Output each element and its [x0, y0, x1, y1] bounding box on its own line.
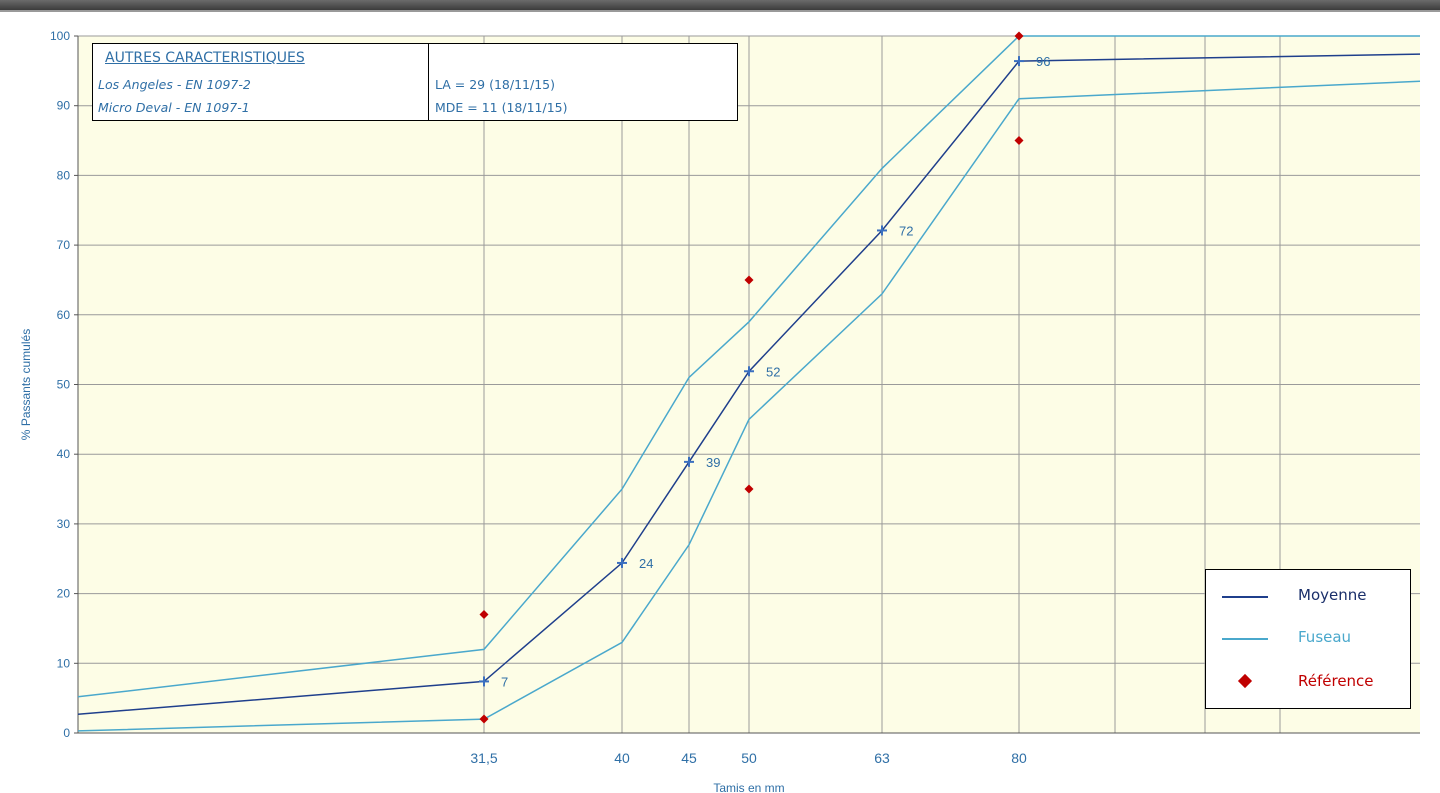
data-label: 39: [706, 455, 720, 470]
y-tick-label: 80: [57, 168, 71, 182]
y-axis-title: % Passants cumulés: [19, 329, 33, 440]
info-row-label: Micro Deval - EN 1097-1: [98, 100, 250, 115]
x-tick-label: 31,5: [470, 750, 497, 766]
y-tick-label: 20: [57, 587, 71, 601]
reference-point-marker: [744, 275, 754, 285]
reference-point-marker: [479, 714, 489, 724]
reference-point-marker: [744, 484, 754, 494]
y-tick-label: 50: [57, 378, 71, 392]
x-tick-label: 63: [874, 750, 890, 766]
legend-label: Fuseau: [1298, 628, 1352, 646]
reference-point-marker: [1014, 31, 1024, 41]
grading-curve-chart: 0 10 20 30 40 50 60 70 80 90 100 31,5 40 45 50 63 80 Tami…: [19, 29, 1421, 793]
series-fuseau-line: [77, 80, 1421, 732]
y-tick-label: 40: [57, 447, 71, 461]
legend-item-reference: Référence: [1222, 670, 1402, 694]
legend-label: Moyenne: [1298, 586, 1367, 604]
legend-line-swatch: [1222, 596, 1268, 598]
series-moyenne-line: [77, 53, 1421, 715]
y-tick-label: 60: [57, 308, 71, 322]
info-table-divider: [428, 44, 429, 120]
reference-point-marker: [1014, 136, 1024, 146]
info-row-value: MDE = 11 (18/11/15): [435, 100, 568, 115]
y-tick-label: 70: [57, 238, 71, 252]
x-tick-label: 40: [614, 750, 630, 766]
legend-item-moyenne: Moyenne: [1222, 584, 1402, 608]
info-table: AUTRES CARACTERISTIQUES Los Angeles - EN…: [92, 43, 738, 121]
x-tick-label: 80: [1011, 750, 1027, 766]
data-label: 52: [766, 364, 780, 379]
info-row-label: Los Angeles - EN 1097-2: [98, 77, 251, 92]
legend-diamond-swatch: [1237, 673, 1253, 689]
x-tick-label: 50: [741, 750, 757, 766]
series-fuseau-line: [77, 35, 1420, 698]
legend-label: Référence: [1298, 672, 1374, 690]
y-tick-label: 100: [50, 29, 70, 43]
top-border: [0, 0, 1440, 12]
data-label: 96: [1036, 54, 1050, 69]
y-tick-label: 10: [57, 656, 71, 670]
info-row-value: LA = 29 (18/11/15): [435, 77, 555, 92]
y-tick-label: 30: [57, 517, 71, 531]
y-tick-label: 0: [63, 726, 70, 740]
x-axis-title: Tamis en mm: [713, 781, 784, 793]
data-label: 7: [501, 674, 508, 689]
legend-item-fuseau: Fuseau: [1222, 626, 1402, 650]
data-label: 72: [899, 223, 913, 238]
x-tick-label: 45: [681, 750, 697, 766]
legend-line-swatch: [1222, 638, 1268, 640]
chart-legend: Moyenne Fuseau Référence: [1205, 569, 1411, 709]
info-table-title: AUTRES CARACTERISTIQUES: [105, 50, 305, 66]
data-label: 24: [639, 556, 653, 571]
y-tick-label: 90: [57, 99, 71, 113]
reference-point-marker: [479, 610, 489, 620]
